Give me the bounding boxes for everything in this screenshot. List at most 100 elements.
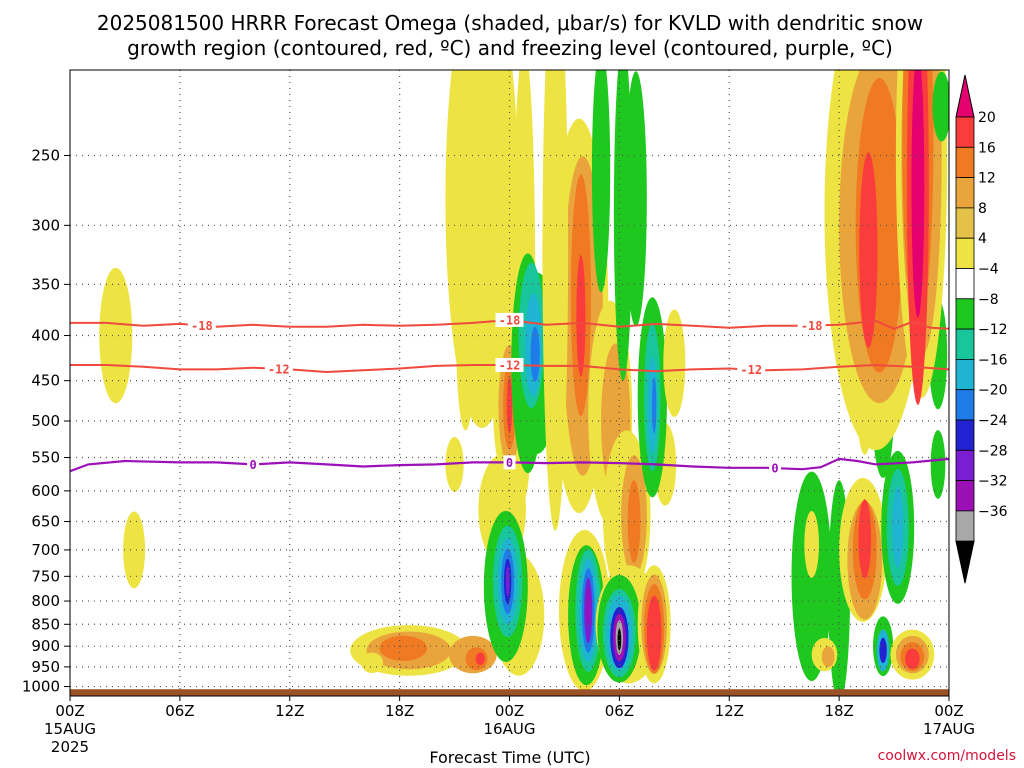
y-tick-label: 550: [31, 449, 60, 467]
omega-region: [379, 635, 428, 662]
x-tick-label: 00Z: [55, 702, 84, 720]
omega-region: [663, 309, 686, 418]
y-tick-label: 950: [31, 658, 60, 676]
colorbar-top-arrow: [955, 74, 975, 118]
colorbar-label: −28: [978, 443, 1008, 459]
contour-label-bg: [264, 361, 293, 376]
ground-layer: [70, 689, 949, 696]
y-tick-label: 400: [31, 327, 60, 345]
omega-region: [506, 377, 513, 434]
colorbar-swatch: [955, 510, 975, 542]
x-tick-label: 00Z: [934, 702, 963, 720]
colorbar-label: −4: [978, 262, 999, 278]
x-tick-label: 06Z: [165, 702, 194, 720]
x-axis-label: Forecast Time (UTC): [429, 748, 590, 767]
colorbar-swatch: [955, 237, 975, 269]
colorbar-label: 16: [978, 140, 996, 156]
colorbar-swatch: [955, 207, 975, 239]
x-tick-label: 12Z: [275, 702, 304, 720]
omega-region: [930, 430, 946, 499]
y-tick-label: 450: [31, 372, 60, 390]
x-tick-label: 00Z: [495, 702, 524, 720]
contour-label-bg: [503, 455, 516, 470]
omega-region: [591, 70, 611, 293]
colorbar-swatch: [955, 177, 975, 209]
contour-lines: -18 -18 -18 -12 -12 -12 0 0 0: [70, 312, 949, 476]
omega-region: [456, 259, 475, 431]
contour-label-bg: [769, 461, 782, 476]
omega-region: [624, 71, 647, 327]
contour-label: -18: [499, 313, 521, 327]
omega-region: [821, 646, 835, 668]
omega-region: [99, 267, 133, 404]
contour-label-bg: [247, 457, 260, 472]
x-tick-label: 06Z: [605, 702, 634, 720]
watermark: coolwx.com/models: [878, 748, 1016, 764]
x-date-label: 2025: [51, 738, 89, 756]
grid-lines: [70, 70, 949, 696]
colorbar-label: −12: [978, 322, 1008, 338]
omega-region: [911, 70, 925, 318]
y-tick-label: 750: [31, 567, 60, 585]
chart-title-line-2: growth region (contoured, red, ºC) and f…: [127, 36, 893, 60]
y-tick-label: 900: [31, 637, 60, 655]
y-tick-label: 350: [31, 275, 60, 293]
y-tick-label: 650: [31, 513, 60, 531]
x-tick-label: 18Z: [385, 702, 414, 720]
contour-label: -18: [801, 319, 823, 333]
contour-label: -12: [499, 359, 521, 373]
contour-label: -18: [191, 319, 213, 333]
omega-shading: [99, 70, 949, 696]
y-axis: 250 300 350 400 450 500 550 600 650 700 750 800 850 9…: [22, 146, 70, 696]
x-date-label: 15AUG: [44, 720, 96, 738]
colorbar-label: 8: [978, 201, 987, 217]
colorbar-bottom-arrow: [955, 540, 975, 584]
ground-fill: [70, 689, 949, 696]
omega-region: [858, 499, 872, 579]
contour-label: 0: [506, 456, 513, 470]
colorbar-label: −16: [978, 352, 1008, 368]
x-date-label: 16AUG: [484, 720, 536, 738]
contour-label-bg: [797, 318, 826, 333]
colorbar-swatch: [955, 419, 975, 451]
freezing-level-contour: [70, 457, 949, 473]
omega-region: [586, 586, 591, 625]
y-tick-label: 300: [31, 216, 60, 234]
y-tick-label: 600: [31, 482, 60, 500]
dgz-contour--18: [70, 318, 949, 330]
chart-title-line-1: 2025081500 HRRR Forecast Omega (shaded, …: [97, 11, 923, 35]
omega-region: [651, 377, 657, 434]
y-tick-label: 1000: [22, 678, 60, 696]
x-date-label: 17AUG: [923, 720, 975, 738]
colorbar-swatch: [955, 449, 975, 481]
contour-label-bg: [495, 312, 524, 327]
colorbar-label: −20: [978, 383, 1008, 399]
colorbar-swatch: [955, 358, 975, 391]
omega-region: [892, 486, 904, 569]
omega-region: [505, 566, 510, 597]
colorbar-swatch: [955, 480, 975, 512]
omega-region: [879, 637, 887, 664]
colorbar-swatch: [955, 298, 975, 330]
y-tick-label: 250: [31, 146, 60, 164]
colorbar-label: −32: [978, 474, 1008, 490]
colorbar-label: −36: [978, 504, 1008, 520]
contour-label-bg: [495, 358, 524, 373]
omega-region: [475, 652, 485, 665]
omega-region: [617, 628, 622, 651]
colorbar-swatch: [955, 389, 975, 421]
omega-region: [905, 648, 920, 670]
omega-region: [123, 511, 146, 589]
colorbar: 20 16 12 8 4 −4 −8 −12 −16 −20 −24 −28 −32 −36: [955, 74, 1008, 584]
colorbar-swatch: [955, 328, 975, 360]
colorbar-label: 4: [978, 231, 987, 247]
colorbar-swatch: [955, 146, 975, 179]
colorbar-swatch: [955, 116, 975, 148]
colorbar-label: 12: [978, 171, 996, 187]
colorbar-label: −24: [978, 413, 1008, 429]
x-tick-label: 12Z: [715, 702, 744, 720]
y-tick-label: 800: [31, 592, 60, 610]
contour-label: 0: [250, 458, 257, 472]
colorbar-swatch: [955, 268, 975, 300]
